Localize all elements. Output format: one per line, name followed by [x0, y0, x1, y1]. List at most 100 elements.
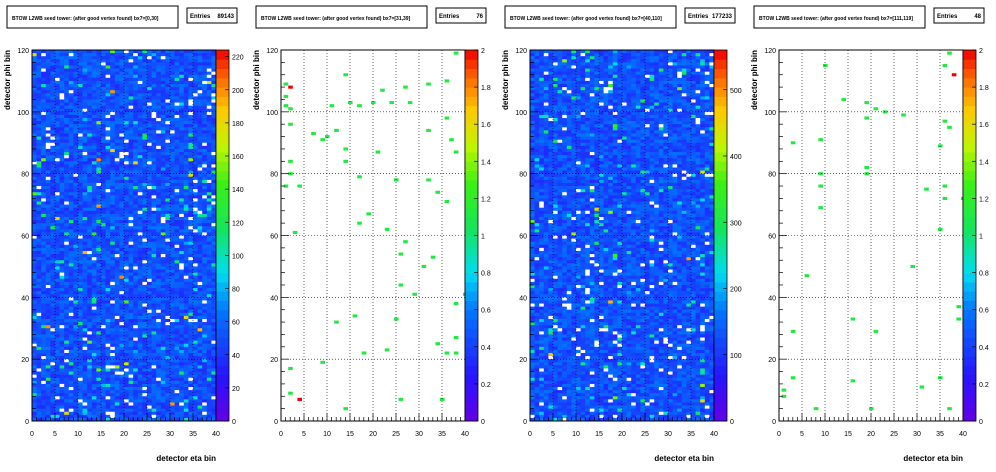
heatmap-bin [202, 145, 208, 150]
heatmap-bin [151, 309, 157, 314]
heatmap-bin [147, 226, 152, 230]
heatmap-bin [114, 74, 120, 79]
heatmap-bin [45, 312, 51, 317]
heatmap-bin [206, 142, 212, 147]
heatmap-bin [45, 167, 51, 171]
heatmap-bin [142, 294, 148, 298]
heatmap-bin [133, 65, 139, 69]
heatmap-bin [133, 408, 139, 413]
heatmap-bin [96, 325, 102, 329]
heatmap-bin [87, 207, 93, 212]
heatmap-bin [64, 402, 70, 406]
heatmap-bin [36, 170, 42, 175]
heatmap-bin [151, 161, 157, 165]
heatmap-bin [156, 148, 162, 153]
heatmap-bin [41, 68, 47, 73]
heatmap-bin [128, 186, 134, 190]
heatmap-bin [55, 229, 60, 233]
heatmap-bin [64, 303, 70, 308]
heatmap-bin [64, 195, 70, 199]
heatmap-bin [59, 96, 65, 100]
heatmap-bin [73, 343, 79, 348]
heatmap-bin [101, 50, 106, 54]
heatmap-bin [105, 210, 111, 215]
heatmap-bin [206, 393, 212, 397]
heatmap-bin [151, 216, 157, 221]
heatmap-bin [183, 62, 189, 66]
heatmap-bin [183, 114, 189, 119]
heatmap-bin [133, 108, 139, 113]
heatmap-bin [105, 195, 111, 199]
heatmap-bin [110, 356, 116, 360]
heatmap-bin [193, 241, 198, 246]
heatmap-bin [179, 65, 185, 69]
heatmap-bin [50, 235, 56, 239]
heatmap-bin [119, 365, 125, 369]
heatmap-bin [78, 99, 83, 103]
heatmap-bin [32, 352, 37, 357]
heatmap-bin [211, 281, 217, 286]
heatmap-bin [165, 368, 171, 372]
heatmap-bin [91, 139, 97, 144]
heatmap-bin [41, 192, 47, 196]
heatmap-bin [188, 337, 194, 342]
heatmap-bin [73, 284, 79, 289]
heatmap-bin [156, 167, 162, 171]
heatmap-bin [78, 269, 83, 273]
heatmap-bin [82, 90, 88, 94]
heatmap-bin [183, 399, 189, 403]
x-tick-label: 35 [189, 431, 197, 438]
heatmap-bin [124, 114, 129, 119]
heatmap-bin [193, 377, 198, 382]
heatmap-bin [36, 204, 42, 209]
heatmap-bin [183, 68, 189, 73]
heatmap-bin [128, 136, 134, 141]
heatmap-bin [119, 161, 125, 165]
heatmap-bin [160, 254, 166, 258]
heatmap-bin [91, 145, 97, 150]
heatmap-bin [137, 297, 143, 301]
heatmap-bin [165, 284, 171, 289]
heatmap-bin [133, 130, 139, 134]
heatmap-bin [110, 80, 116, 85]
heatmap-bin [55, 164, 60, 168]
heatmap-bin [193, 254, 198, 258]
heatmap-bin [133, 56, 139, 60]
heatmap-bin [41, 93, 47, 97]
heatmap-bin [101, 182, 106, 187]
heatmap-bin [165, 99, 171, 103]
heatmap-bin [124, 195, 129, 199]
heatmap-bin [68, 124, 74, 128]
heatmap-bin [59, 170, 65, 175]
heatmap-bin [73, 396, 79, 400]
heatmap-bin [41, 241, 47, 246]
heatmap-bin [45, 337, 51, 342]
heatmap-bin [137, 300, 143, 304]
heatmap-bin [170, 71, 175, 76]
heatmap-bin [128, 408, 134, 413]
heatmap-bin [82, 130, 88, 134]
heatmap-bin [124, 53, 129, 57]
heatmap-bin [160, 198, 166, 202]
heatmap-bin [82, 124, 88, 128]
heatmap-bin [151, 247, 157, 252]
heatmap-bin [41, 405, 47, 410]
heatmap-bin [165, 374, 171, 379]
heatmap-bin [170, 343, 175, 348]
heatmap-bin [101, 124, 106, 128]
heatmap-bin [202, 368, 208, 372]
heatmap-bin [211, 266, 217, 270]
heatmap-bin [183, 195, 189, 199]
heatmap-bin [82, 318, 88, 323]
heatmap-bin [82, 309, 88, 314]
heatmap-bin [193, 334, 198, 338]
heatmap-bin [128, 288, 134, 292]
heatmap-bin [133, 374, 139, 379]
heatmap-bin [188, 362, 194, 366]
heatmap-bin [128, 386, 134, 391]
heatmap-bin [105, 124, 111, 128]
heatmap-bin [32, 198, 37, 202]
heatmap-bin [55, 155, 60, 159]
heatmap-bin [137, 53, 143, 57]
heatmap-bin [206, 189, 212, 193]
